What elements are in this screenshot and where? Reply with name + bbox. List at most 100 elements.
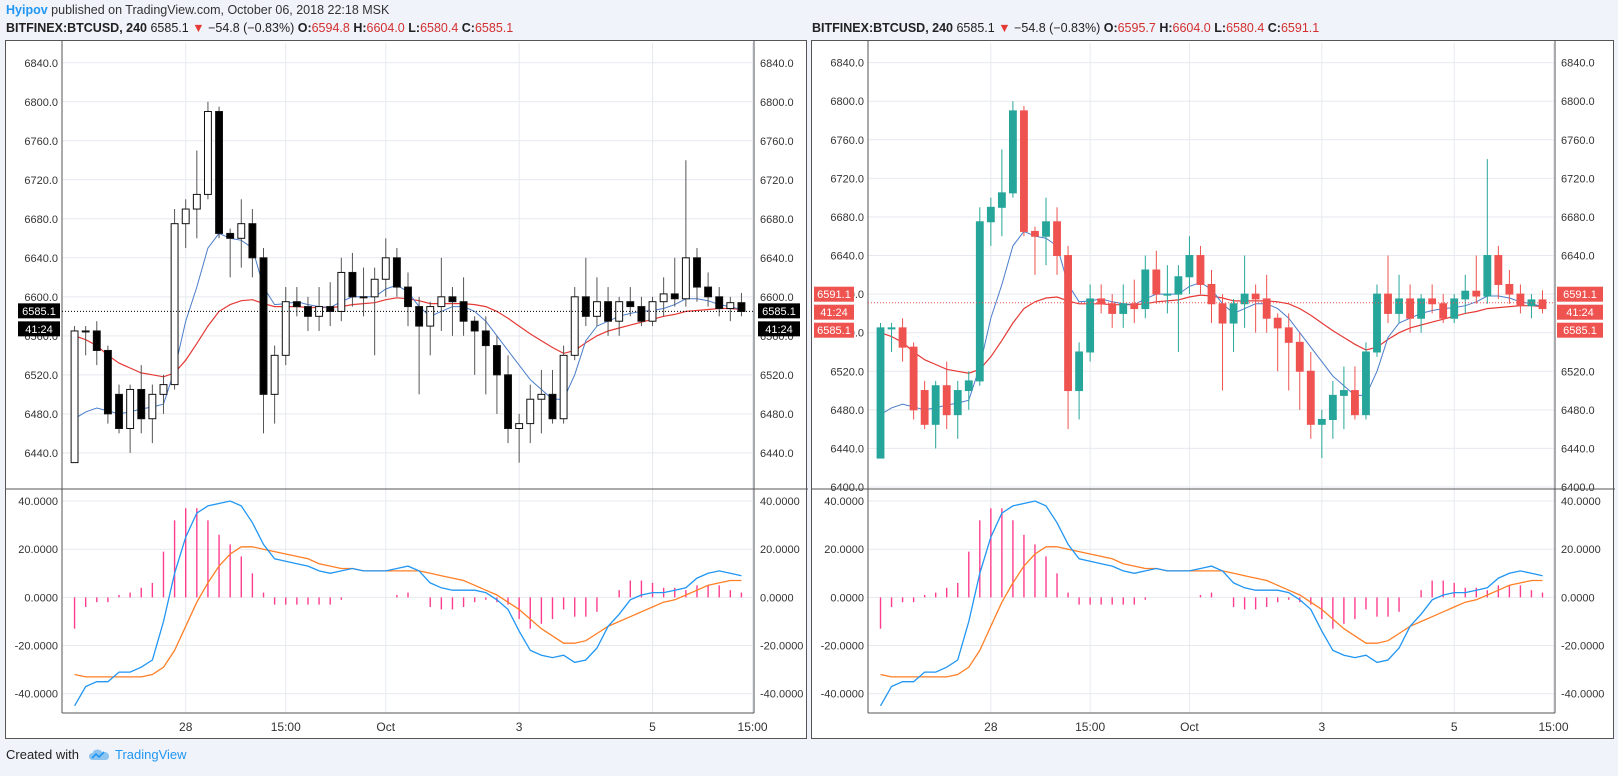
price-tick-label-left: 6520.0 <box>830 366 864 378</box>
candle-body <box>1284 327 1293 343</box>
left-chart-panel[interactable]: 28 15:00 Oct 3 5 15:00 6440.0 6440.0 6480.0 6480.… <box>5 40 808 740</box>
price-tick-label-right: 6640.0 <box>1561 251 1595 263</box>
right-chart-svg[interactable]: 28 15:00 Oct 3 5 15:00 6400.0 6400.0 6440.0 6440.… <box>812 41 1615 740</box>
price-tick-label-left: 6520.0 <box>24 370 58 382</box>
candle-body <box>920 390 929 425</box>
right-symbol: BITFINEX:BTCUSD, 240 <box>812 21 953 35</box>
left-last-price: 6585.1 <box>150 21 189 35</box>
candle-body <box>1516 293 1525 307</box>
candle-body <box>1395 298 1403 314</box>
left-chart-svg[interactable]: 28 15:00 Oct 3 5 15:00 6440.0 6440.0 6480.0 6480.… <box>6 41 808 740</box>
osc-tick-label-left: 0.0000 <box>830 592 864 604</box>
price-tick-label-right: 6400.0 <box>1561 482 1595 494</box>
candle-body <box>1306 370 1315 425</box>
candle-body <box>337 271 346 312</box>
candle-body <box>515 423 524 429</box>
x-tick-label: 15:00 <box>271 720 301 734</box>
price-tag-right-bg <box>758 303 800 319</box>
candle-body <box>670 293 679 300</box>
price-tag-bottom-left-bg <box>814 322 854 338</box>
tradingview-brand-link[interactable]: TradingView <box>114 747 187 762</box>
candle-body <box>1317 418 1326 425</box>
candle-body <box>964 380 973 392</box>
countdown-tag-left-bg <box>814 304 854 320</box>
countdown-tag-right: 41:24 <box>1566 307 1594 319</box>
candle-body <box>159 384 168 395</box>
candle-body <box>348 271 357 298</box>
published-text: published on TradingView.com, October 06… <box>51 3 390 17</box>
osc-tick-label-right: -20.0000 <box>1561 641 1604 653</box>
osc-tick-label-right: -40.0000 <box>760 689 803 701</box>
candle-body <box>1119 303 1128 314</box>
author-link[interactable]: Hyipov <box>6 3 48 17</box>
x-tick-label: 15:00 <box>1075 720 1105 734</box>
macd-line <box>74 500 742 707</box>
candle-body <box>270 354 279 395</box>
price-tick-label-right: 6520.0 <box>1561 366 1595 378</box>
candle-body <box>259 257 268 395</box>
candle-body <box>504 374 512 429</box>
candle-body <box>281 301 290 356</box>
osc-tick-label-left: 0.0000 <box>24 592 58 604</box>
candle-body <box>659 293 668 303</box>
candle-body <box>681 257 690 300</box>
candle-body <box>1483 255 1492 297</box>
tradingview-cloud-icon <box>88 749 109 760</box>
price-tick-label-left: 6800.0 <box>830 96 864 108</box>
candle-body <box>1108 303 1117 314</box>
candle-body <box>1130 303 1139 310</box>
price-tick-label-left: 6720.0 <box>24 175 58 187</box>
left-open-value: 6594.8 <box>311 21 350 35</box>
candle-body <box>581 296 590 317</box>
price-tag-right: 6585.1 <box>762 306 796 318</box>
right-change: −54.8 (−0.83%) <box>1014 21 1101 35</box>
right-chart-panel[interactable]: 28 15:00 Oct 3 5 15:00 6400.0 6400.0 6440.0 6440.… <box>811 40 1615 740</box>
candle-body <box>931 385 940 425</box>
candle-body <box>1152 269 1161 295</box>
price-tick-label-left: 6640.0 <box>24 253 58 265</box>
candle-body <box>381 257 390 280</box>
candle-body <box>1417 298 1426 319</box>
left-high-label: H: <box>353 21 367 35</box>
candle-body <box>359 296 368 299</box>
candle-body <box>1351 390 1359 416</box>
candle-body <box>1229 303 1238 324</box>
x-tick-label: 3 <box>516 720 523 734</box>
left-close-label: C: <box>461 21 475 35</box>
candle-body <box>637 306 646 322</box>
candle-body <box>70 330 79 464</box>
candle-body <box>898 327 907 348</box>
candle-body <box>737 302 746 312</box>
candle-body <box>909 346 918 411</box>
candle-body <box>315 306 324 317</box>
price-tick-label-right: 6760.0 <box>760 136 794 148</box>
down-arrow-icon: ▼ <box>192 21 205 35</box>
countdown-tag-left: 41:24 <box>25 324 53 336</box>
left-close-value: 6585.1 <box>474 21 514 35</box>
candle-body <box>1008 110 1017 194</box>
price-tick-label-right: 6800.0 <box>1561 96 1595 108</box>
price-tick-label-right: 6600.0 <box>760 292 794 304</box>
candle-body <box>1163 293 1172 296</box>
price-tick-label-left: 6600.0 <box>24 292 58 304</box>
candle-body <box>1472 290 1481 297</box>
candle-body <box>192 193 201 210</box>
down-arrow-icon: ▼ <box>998 21 1011 35</box>
candle-body <box>426 306 435 327</box>
candle-body <box>448 296 457 303</box>
right-low-value: 6580.4 <box>1226 21 1265 35</box>
osc-tick-label-right: 40.0000 <box>1561 496 1601 508</box>
candle-body <box>92 330 101 351</box>
osc-tick-label-left: 40.0000 <box>824 496 864 508</box>
candle-body <box>170 223 179 386</box>
candle-body <box>1450 298 1459 319</box>
candle-body <box>593 301 601 317</box>
candle-body <box>1064 255 1072 392</box>
candle-body <box>181 208 190 225</box>
price-tag-top-left-bg <box>814 286 854 302</box>
osc-tick-label-right: -20.0000 <box>760 641 803 653</box>
osc-tick-label-right: 20.0000 <box>1561 544 1601 556</box>
price-tick-label-right: 6440.0 <box>1561 443 1595 455</box>
footer: Created with TradingView <box>6 747 187 762</box>
candle-body <box>215 111 223 234</box>
